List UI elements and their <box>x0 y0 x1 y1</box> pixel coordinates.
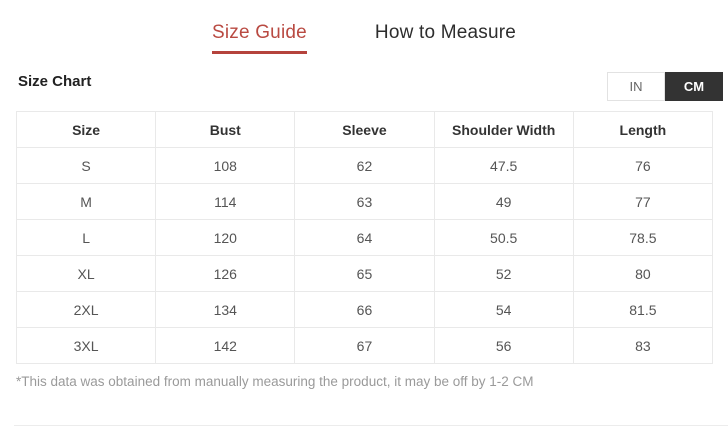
table-cell: 65 <box>294 255 435 292</box>
header-row: Size Bust Sleeve Shoulder Width Length <box>15 111 714 148</box>
table-cell: 64 <box>294 219 435 256</box>
table-cell: 83 <box>572 327 714 364</box>
table-cell: 81.5 <box>572 291 714 328</box>
table-row: 2XL 134 66 54 81.5 <box>15 291 714 328</box>
size-table-head: Size Bust Sleeve Shoulder Width Length <box>15 111 714 148</box>
table-cell: M <box>15 183 157 220</box>
table-cell: 76 <box>572 147 714 184</box>
table-cell: 108 <box>155 147 296 184</box>
measurement-disclaimer: *This data was obtained from manually me… <box>16 374 534 389</box>
table-cell: 134 <box>155 291 296 328</box>
size-guide-tabs: Size Guide How to Measure <box>0 22 728 54</box>
size-chart-title: Size Chart <box>18 73 92 90</box>
table-cell: 142 <box>155 327 296 364</box>
table-cell: 78.5 <box>572 219 714 256</box>
table-cell: 62 <box>294 147 435 184</box>
header-cell: Bust <box>155 111 296 148</box>
header-cell: Length <box>572 111 714 148</box>
table-cell: 49 <box>433 183 574 220</box>
table-row: XL 126 65 52 80 <box>15 255 714 292</box>
table-cell: 56 <box>433 327 574 364</box>
table-cell: 2XL <box>15 291 157 328</box>
table-cell: 3XL <box>15 327 157 364</box>
table-row: S 108 62 47.5 76 <box>15 147 714 184</box>
table-cell: 77 <box>572 183 714 220</box>
table-cell: 54 <box>433 291 574 328</box>
table-cell: 67 <box>294 327 435 364</box>
table-cell: 120 <box>155 219 296 256</box>
header-cell: Shoulder Width <box>433 111 574 148</box>
table-cell: 114 <box>155 183 296 220</box>
table-cell: 66 <box>294 291 435 328</box>
table-cell: 50.5 <box>433 219 574 256</box>
table-row: L 120 64 50.5 78.5 <box>15 219 714 256</box>
table-cell: 47.5 <box>433 147 574 184</box>
bottom-divider <box>14 425 728 426</box>
unit-in-button[interactable]: IN <box>607 72 665 101</box>
table-cell: S <box>15 147 157 184</box>
header-cell: Size <box>15 111 157 148</box>
tab-how-to-measure[interactable]: How to Measure <box>374 22 517 43</box>
table-cell: XL <box>15 255 157 292</box>
unit-cm-button[interactable]: CM <box>665 72 723 101</box>
tab-size-guide[interactable]: Size Guide <box>211 22 307 54</box>
size-chart-table: Size Bust Sleeve Shoulder Width Length S 108 6… <box>15 111 714 364</box>
table-cell: 63 <box>294 183 435 220</box>
unit-toggle: IN CM <box>607 72 723 101</box>
table-row: 3XL 142 67 56 83 <box>15 327 714 364</box>
table-row: M 114 63 49 77 <box>15 183 714 220</box>
table-cell: 80 <box>572 255 714 292</box>
table-cell: L <box>15 219 157 256</box>
size-table-body: S 108 62 47.5 76 M 114 63 49 77 L 120 64 50.5 78.5 XL 12… <box>15 147 714 364</box>
header-cell: Sleeve <box>294 111 435 148</box>
table-cell: 52 <box>433 255 574 292</box>
table-cell: 126 <box>155 255 296 292</box>
